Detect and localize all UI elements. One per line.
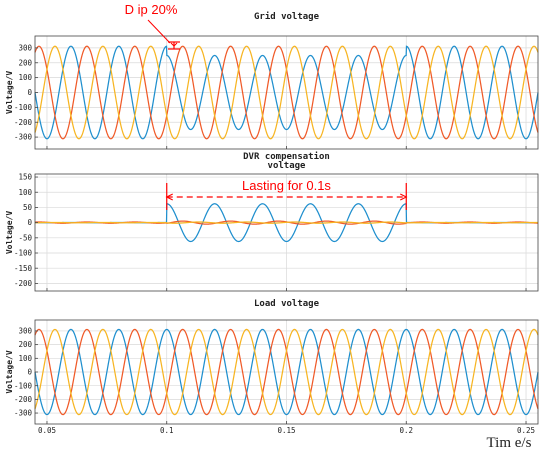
- y-tick-label: 300: [18, 327, 32, 336]
- chart-title: Grid voltage: [254, 11, 320, 22]
- series-line-1: [34, 45, 539, 140]
- y-tick-label: 50: [23, 203, 33, 212]
- y-axis-label: Voltage/V: [5, 350, 14, 394]
- y-tick-label: -200: [14, 395, 33, 404]
- y-tick-label: -100: [14, 381, 33, 390]
- chart-title: Load voltage: [254, 299, 320, 309]
- y-tick-label: -300: [14, 409, 33, 418]
- dip-arrow: [147, 19, 171, 44]
- y-tick-label: 100: [18, 73, 32, 82]
- y-tick-label: 300: [18, 43, 32, 52]
- y-tick-label: 0: [27, 218, 32, 227]
- x-tick-label: 0.1: [160, 426, 174, 435]
- series-line-3: [34, 328, 539, 416]
- x-tick-label: 0.2: [399, 426, 413, 435]
- dip-marker-arrowhead: [170, 42, 178, 47]
- y-tick-label: 200: [18, 340, 32, 349]
- y-tick-label: 150: [18, 173, 32, 182]
- y-tick-label: -50: [18, 233, 32, 242]
- duration-left-arrowhead: [165, 193, 173, 201]
- y-tick-label: -200: [14, 279, 33, 288]
- panel-3: 300 200 100 0 -100 -200 -300 0.05 0.1 0.15 0.2 0.25…: [5, 299, 539, 451]
- y-tick-label: 100: [18, 188, 32, 197]
- y-axis-label: Voltage/V: [5, 71, 14, 115]
- y-tick-label: 0: [27, 88, 32, 97]
- series-line-3: [34, 45, 539, 140]
- y-tick-label: -300: [14, 133, 33, 142]
- y-tick-label: 0: [27, 368, 32, 377]
- y-tick-label: -100: [14, 103, 33, 112]
- x-axis-label: Tim e/s: [487, 435, 532, 451]
- duration-right-arrowhead: [400, 193, 408, 201]
- chart-title: DVR compensation: [243, 151, 330, 162]
- x-tick-label: 0.05: [38, 426, 56, 435]
- series-line-3: [35, 221, 538, 224]
- x-tick-label: 0.15: [277, 426, 295, 435]
- y-tick-label: -150: [14, 264, 33, 273]
- x-tick-label: 0.25: [517, 426, 535, 435]
- y-tick-label: 100: [18, 354, 32, 363]
- duration-annotation: Lasting for 0.1s: [242, 178, 331, 193]
- series-line-1: [34, 328, 539, 416]
- y-tick-label: 200: [18, 58, 32, 67]
- chart-title-line-2: voltage: [268, 161, 307, 171]
- panel-2: 150 100 50 0 -50 -100 -150 -200 Voltage/V DVR com…: [5, 151, 539, 292]
- y-tick-label: -100: [14, 249, 33, 258]
- dip-annotation: D ip 20%: [125, 2, 178, 17]
- y-tick-label: -200: [14, 118, 33, 127]
- y-axis-label: Voltage/V: [5, 211, 14, 255]
- panel-1: 300 200 100 0 -100 -200 -300 Voltage/V Grid volt…: [5, 2, 539, 150]
